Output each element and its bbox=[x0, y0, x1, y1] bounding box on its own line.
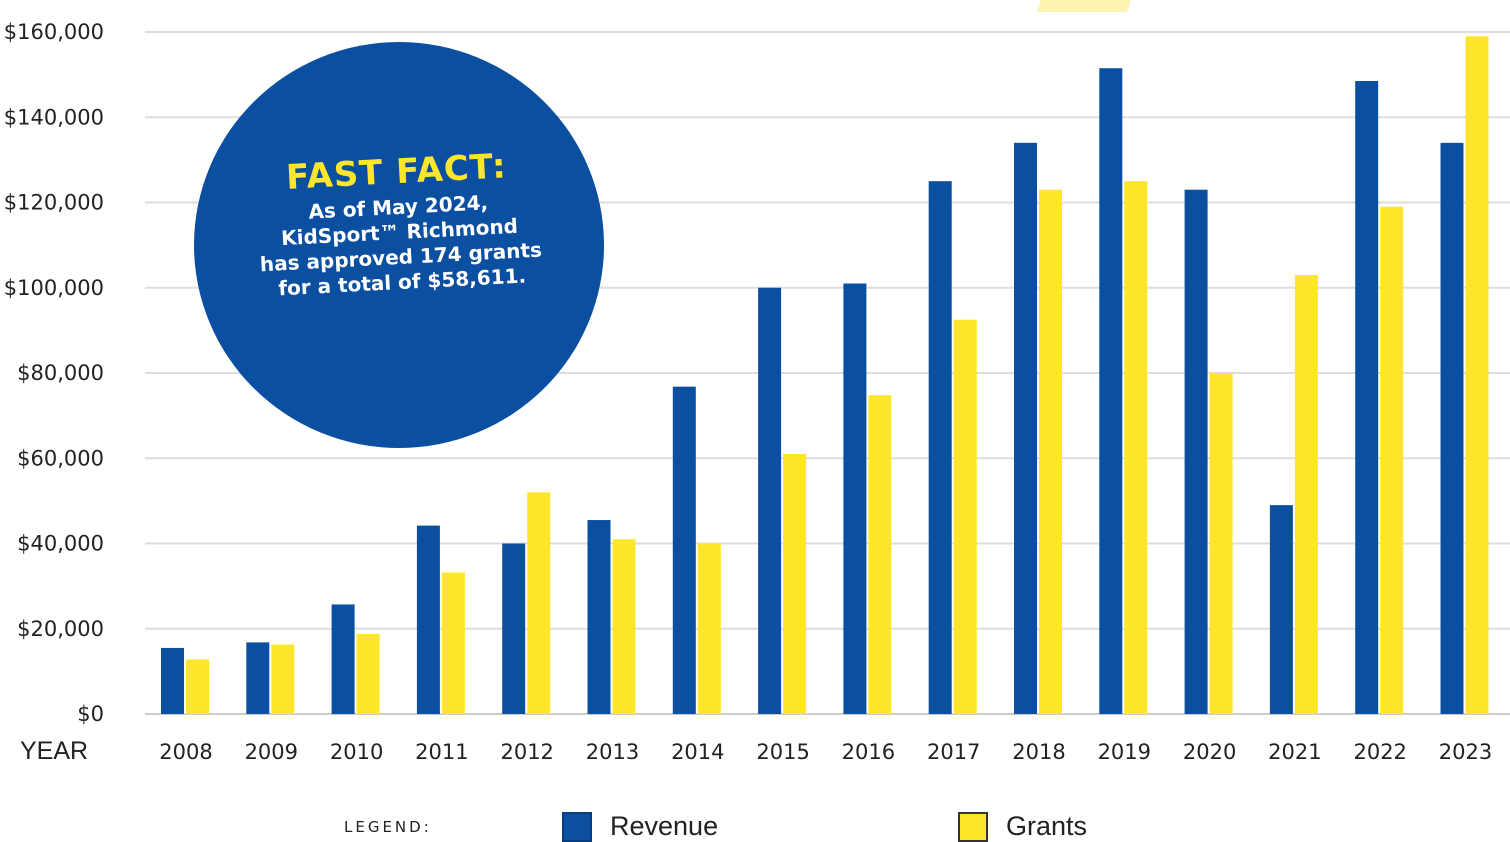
y-tick-label: $60,000 bbox=[17, 446, 104, 470]
y-tick-label: $20,000 bbox=[17, 617, 104, 641]
bar-grants-2022 bbox=[1380, 206, 1404, 714]
bar-revenue-2013 bbox=[587, 520, 611, 714]
legend-swatch-revenue bbox=[562, 811, 592, 842]
fast-fact-badge: FAST FACT: As of May 2024, KidSport™ Ric… bbox=[194, 42, 604, 448]
legend-swatch-grants bbox=[958, 811, 988, 842]
bar-grants-2009 bbox=[271, 644, 295, 714]
bar-grants-2013 bbox=[612, 539, 636, 714]
fast-fact-body: As of May 2024, KidSport™ Richmond has a… bbox=[257, 188, 544, 303]
y-tick-label: $40,000 bbox=[17, 532, 104, 556]
legend-item-grants: Grants bbox=[958, 811, 1087, 842]
bar-revenue-2009 bbox=[246, 642, 270, 714]
x-tick-label: 2019 bbox=[1098, 740, 1151, 764]
bar-grants-2016 bbox=[868, 395, 892, 714]
y-tick-label: $160,000 bbox=[4, 20, 104, 44]
x-tick-label: 2015 bbox=[756, 740, 809, 764]
bar-revenue-2010 bbox=[331, 604, 355, 714]
fast-fact-content: FAST FACT: As of May 2024, KidSport™ Ric… bbox=[254, 147, 543, 303]
legend-item-revenue: Revenue bbox=[562, 811, 718, 842]
x-tick-label: 2012 bbox=[500, 740, 553, 764]
bar-revenue-2012 bbox=[502, 543, 526, 714]
bar-grants-2023 bbox=[1465, 36, 1489, 714]
bar-revenue-2020 bbox=[1184, 189, 1208, 714]
bar-revenue-2016 bbox=[843, 283, 867, 714]
x-tick-label: 2020 bbox=[1183, 740, 1236, 764]
x-axis-tick-labels: 2008 2009 2010 2011 2012 2013 2014 2015 2016 2017… bbox=[159, 740, 1492, 764]
bar-grants-2020 bbox=[1209, 373, 1233, 714]
legend-label-grants: Grants bbox=[1006, 811, 1088, 841]
x-axis-label: YEAR bbox=[20, 737, 88, 765]
bar-chart: $0 $20,000 $40,000 $60,000 $80,000 $100,000 $1… bbox=[4, 20, 1510, 765]
y-tick-label: $140,000 bbox=[4, 105, 104, 129]
y-tick-label: $0 bbox=[77, 702, 104, 726]
x-tick-label: 2013 bbox=[586, 740, 639, 764]
x-tick-label: 2009 bbox=[245, 740, 298, 764]
y-tick-label: $120,000 bbox=[4, 191, 104, 215]
bar-grants-2018 bbox=[1039, 189, 1062, 714]
bar-grants-2015 bbox=[783, 453, 807, 714]
x-tick-label: 2018 bbox=[1012, 740, 1065, 764]
legend: LEGEND: Revenue Grants bbox=[0, 808, 1510, 842]
y-axis-tick-labels: $0 $20,000 $40,000 $60,000 $80,000 $100,000 $1… bbox=[4, 20, 104, 726]
bar-revenue-2015 bbox=[758, 287, 782, 714]
bar-revenue-2008 bbox=[161, 647, 184, 714]
bar-revenue-2023 bbox=[1440, 142, 1464, 714]
bar-grants-2008 bbox=[186, 659, 209, 714]
bar-revenue-2019 bbox=[1099, 68, 1123, 714]
bar-grants-2011 bbox=[441, 572, 465, 714]
x-tick-label: 2011 bbox=[415, 740, 468, 764]
x-tick-label: 2022 bbox=[1353, 740, 1406, 764]
bar-grants-2012 bbox=[527, 492, 551, 714]
bar-revenue-2021 bbox=[1269, 505, 1293, 714]
legend-label-revenue: Revenue bbox=[610, 811, 719, 841]
y-tick-label: $100,000 bbox=[4, 276, 104, 300]
x-tick-label: 2016 bbox=[842, 740, 895, 764]
x-tick-label: 2014 bbox=[671, 740, 724, 764]
bar-revenue-2014 bbox=[672, 386, 696, 714]
x-tick-label: 2021 bbox=[1268, 740, 1321, 764]
bar-grants-2019 bbox=[1124, 181, 1148, 714]
x-tick-label: 2010 bbox=[330, 740, 383, 764]
bar-revenue-2011 bbox=[416, 525, 440, 714]
bar-revenue-2017 bbox=[928, 181, 952, 714]
x-tick-label: 2008 bbox=[159, 740, 212, 764]
bar-grants-2014 bbox=[697, 543, 721, 714]
bars bbox=[161, 36, 1489, 715]
x-tick-label: 2023 bbox=[1439, 740, 1492, 764]
bar-revenue-2022 bbox=[1355, 81, 1379, 715]
bar-revenue-2018 bbox=[1014, 142, 1037, 714]
x-tick-label: 2017 bbox=[927, 740, 980, 764]
bar-grants-2021 bbox=[1294, 274, 1318, 714]
legend-title: LEGEND: bbox=[344, 818, 432, 836]
y-tick-label: $80,000 bbox=[17, 361, 104, 385]
bar-grants-2010 bbox=[356, 633, 380, 714]
bar-grants-2017 bbox=[953, 319, 977, 714]
